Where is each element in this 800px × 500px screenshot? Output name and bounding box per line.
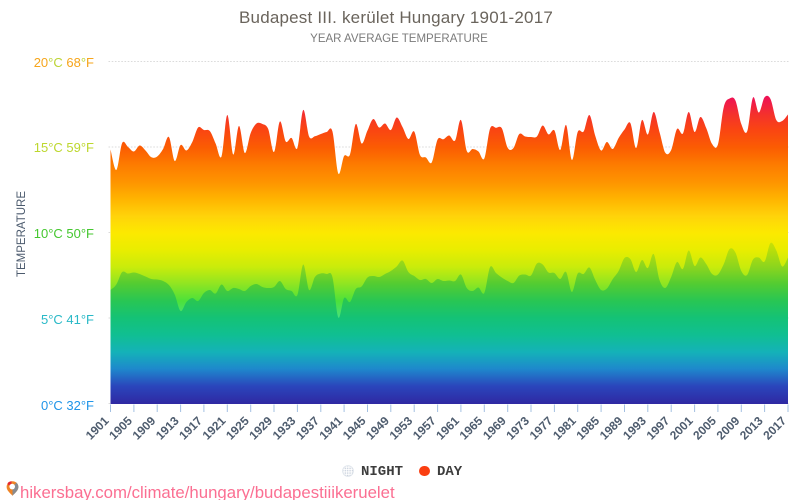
svg-text:1917: 1917 <box>176 413 205 442</box>
svg-text:1997: 1997 <box>644 413 673 442</box>
svg-text:1941: 1941 <box>316 413 345 442</box>
svg-text:1929: 1929 <box>246 413 275 442</box>
svg-text:1945: 1945 <box>340 413 369 442</box>
svg-text:1937: 1937 <box>293 413 322 442</box>
svg-text:1977: 1977 <box>527 413 556 442</box>
svg-text:1969: 1969 <box>480 413 509 442</box>
svg-text:1993: 1993 <box>620 413 649 442</box>
svg-text:2001: 2001 <box>667 413 696 442</box>
svg-text:1913: 1913 <box>153 413 182 442</box>
svg-text:2005: 2005 <box>690 413 719 442</box>
svg-text:1981: 1981 <box>550 413 579 442</box>
svg-text:2013: 2013 <box>737 413 766 442</box>
svg-text:1953: 1953 <box>387 413 416 442</box>
svg-text:1985: 1985 <box>573 413 602 442</box>
svg-text:1965: 1965 <box>457 413 486 442</box>
svg-text:1921: 1921 <box>200 413 229 442</box>
svg-text:2009: 2009 <box>714 413 743 442</box>
svg-text:1901: 1901 <box>83 413 112 442</box>
svg-text:1949: 1949 <box>363 413 392 442</box>
svg-text:1909: 1909 <box>130 413 159 442</box>
svg-text:1925: 1925 <box>223 413 252 442</box>
svg-text:1973: 1973 <box>503 413 532 442</box>
svg-text:2017: 2017 <box>760 413 789 442</box>
svg-text:1933: 1933 <box>270 413 299 442</box>
svg-text:1989: 1989 <box>597 413 626 442</box>
svg-text:1961: 1961 <box>433 413 462 442</box>
svg-text:1905: 1905 <box>106 413 135 442</box>
svg-text:1957: 1957 <box>410 413 439 442</box>
